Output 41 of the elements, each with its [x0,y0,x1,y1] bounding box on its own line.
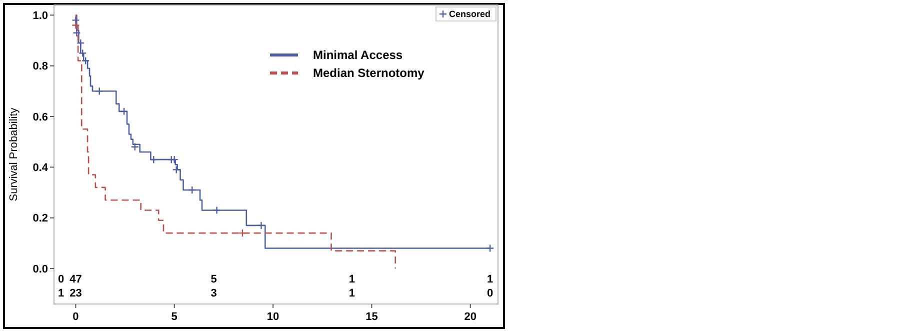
y-tick-label: 0.0 [32,263,48,276]
point [72,28,81,37]
point [76,38,85,48]
point [257,221,266,230]
point [130,142,140,151]
annotation: 3 [210,288,217,300]
point [72,16,80,24]
point [81,56,90,65]
point [150,155,158,164]
point [95,87,104,96]
annotation: 1 [348,273,356,286]
annotation: 23 [70,288,82,300]
y-tick-label: 0.6 [32,111,48,124]
point [172,166,180,174]
legend-label: Censored [449,9,491,20]
annotation: 1 [487,273,494,286]
x-tick-label: 10 [266,311,280,323]
point [78,49,87,58]
y-tick-label: 1.0 [32,10,48,22]
annotation: 47 [70,273,82,286]
y-axis-title: Survival Probability [8,107,20,202]
point [120,107,128,116]
y-tick-label: 0.2 [32,212,48,225]
annotation: 1 [348,288,356,300]
annotation: 5 [210,273,217,286]
x-tick-label: 20 [464,311,476,323]
annotation: 1 [58,288,64,300]
point [72,21,80,30]
annotation: 0 [487,288,494,300]
point [188,186,196,194]
point [212,206,221,214]
y-tick-label: 0.8 [32,60,48,73]
x-tick-label: 5 [171,311,178,323]
point [486,244,494,252]
y-tick-label: 0.4 [32,162,49,174]
annotation: 0 [58,273,64,286]
legend-label: Median Sternotomy [313,66,425,80]
x-tick-label: 15 [366,311,378,323]
legend-label: Minimal Access [313,48,403,62]
point [238,228,247,238]
x-tick-label: 0 [72,311,79,323]
